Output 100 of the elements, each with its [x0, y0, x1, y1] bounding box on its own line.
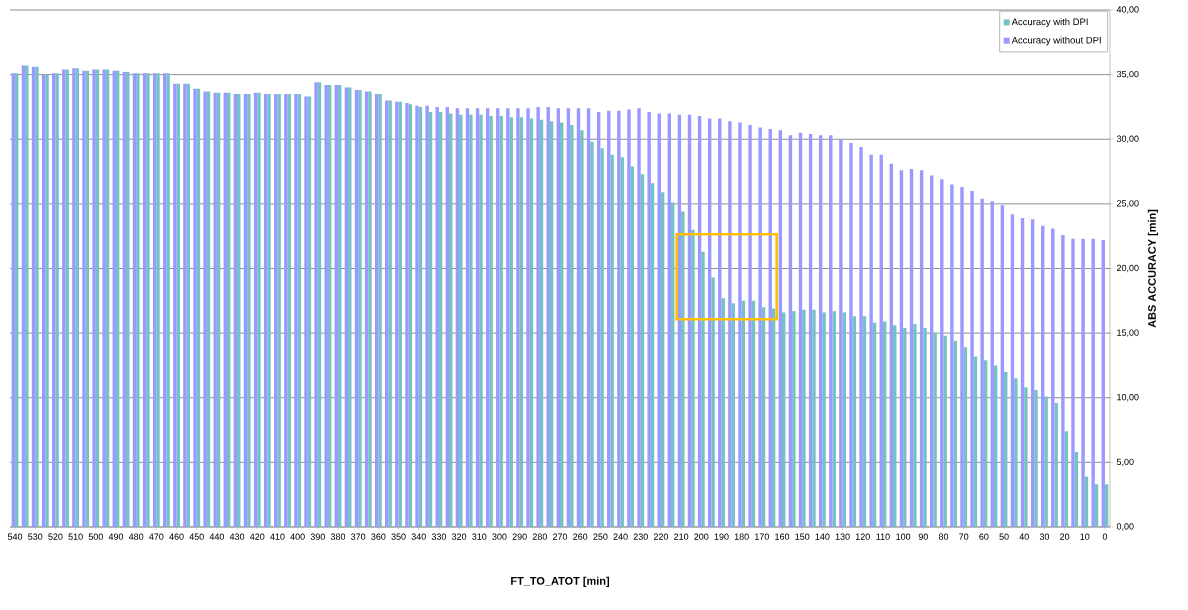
- bar: [526, 108, 530, 527]
- bar: [193, 88, 197, 527]
- bar: [711, 277, 715, 527]
- bar: [691, 229, 695, 527]
- x-tick-label: 20: [1060, 533, 1070, 540]
- x-tick-label: 10: [1080, 533, 1090, 540]
- x-tick-label: 110: [876, 533, 890, 540]
- x-tick-label: 250: [593, 533, 608, 540]
- bar: [812, 309, 816, 527]
- x-tick-label: 140: [815, 533, 830, 540]
- x-tick-label: 200: [694, 533, 709, 540]
- bar: [792, 311, 796, 527]
- y-axis-title: ABS ACCURACY [min]: [1147, 209, 1159, 328]
- bar: [136, 73, 140, 527]
- x-tick-label: 370: [351, 533, 366, 540]
- bar: [469, 114, 473, 527]
- x-tick-label: 280: [532, 533, 547, 540]
- bar: [647, 112, 651, 527]
- x-tick-label: 520: [48, 533, 63, 540]
- bar: [580, 130, 584, 527]
- bar: [681, 211, 685, 527]
- bar: [738, 122, 742, 527]
- bar: [1071, 238, 1075, 527]
- x-tick-label: 50: [999, 533, 1009, 540]
- bar: [1081, 238, 1085, 527]
- bar: [728, 121, 732, 527]
- bar: [802, 309, 806, 527]
- bar: [960, 187, 964, 527]
- x-tick-label: 440: [209, 533, 225, 540]
- bar: [489, 115, 493, 527]
- bar: [45, 74, 49, 527]
- x-tick-label: 420: [249, 533, 265, 540]
- x-tick-label: 190: [714, 533, 729, 540]
- bar: [859, 146, 863, 527]
- x-tick-label: 260: [573, 533, 588, 540]
- bar: [758, 127, 762, 527]
- x-tick-label: 500: [88, 533, 103, 540]
- x-tick-label: 400: [290, 533, 305, 540]
- bar: [627, 109, 631, 527]
- legend-label: Accuracy without DPI: [1011, 36, 1101, 46]
- bar: [156, 73, 160, 527]
- bar: [903, 327, 907, 527]
- bar: [324, 84, 328, 527]
- bar: [610, 154, 614, 527]
- x-tick-label: 70: [959, 533, 969, 540]
- x-tick-label: 40: [1019, 533, 1029, 540]
- bar: [203, 91, 207, 527]
- x-tick-label: 0: [1102, 533, 1108, 540]
- x-tick-label: 180: [734, 533, 749, 540]
- bar: [479, 114, 483, 527]
- x-tick-label: 290: [512, 533, 527, 540]
- x-tick-label: 340: [411, 533, 426, 540]
- y-tick-label: 35,00: [1116, 70, 1139, 79]
- x-tick-label: 380: [330, 533, 346, 540]
- bar: [1044, 396, 1048, 527]
- bar: [839, 139, 843, 527]
- bar: [102, 69, 106, 527]
- x-tick-label: 460: [169, 533, 184, 540]
- y-tick-label: 10,00: [1117, 394, 1139, 402]
- bar: [304, 96, 308, 527]
- bar: [933, 333, 937, 527]
- x-tick-label: 220: [653, 533, 669, 540]
- bar: [516, 108, 520, 527]
- y-tick-label: 40,00: [1116, 6, 1139, 14]
- bar: [943, 335, 947, 527]
- x-tick-label: 450: [189, 533, 204, 540]
- bar: [617, 110, 621, 527]
- bar: [314, 82, 318, 527]
- bar: [368, 91, 372, 527]
- x-tick-label: 390: [310, 533, 325, 540]
- bar: [600, 148, 604, 527]
- x-tick-label: 130: [835, 533, 850, 540]
- bar: [499, 115, 503, 527]
- bar: [425, 105, 429, 527]
- x-tick-label: 410: [270, 533, 285, 540]
- bar: [950, 184, 954, 527]
- bar: [913, 324, 917, 527]
- x-tick-label: 30: [1039, 533, 1050, 540]
- bar: [1014, 378, 1018, 527]
- y-tick-label: 0,00: [1116, 523, 1134, 531]
- x-tick-label: 480: [128, 533, 144, 540]
- bar: [832, 311, 836, 527]
- bar: [1061, 234, 1065, 527]
- x-tick-label: 510: [68, 533, 83, 540]
- y-tick-label: 5,00: [1116, 458, 1134, 467]
- x-tick-label: 90: [918, 533, 928, 540]
- bar: [590, 141, 594, 527]
- bar: [869, 154, 873, 527]
- bar: [146, 73, 150, 527]
- x-tick-label: 270: [552, 533, 568, 540]
- bar: [1024, 387, 1028, 527]
- x-tick-label: 540: [7, 533, 23, 540]
- y-tick-label: 20,00: [1116, 264, 1139, 273]
- bar: [213, 92, 217, 527]
- bar: [637, 108, 641, 527]
- x-tick-label: 80: [938, 533, 949, 540]
- bar: [1034, 389, 1038, 527]
- bar: [415, 105, 419, 527]
- x-tick-label: 160: [775, 533, 790, 540]
- x-tick-label: 430: [229, 533, 245, 540]
